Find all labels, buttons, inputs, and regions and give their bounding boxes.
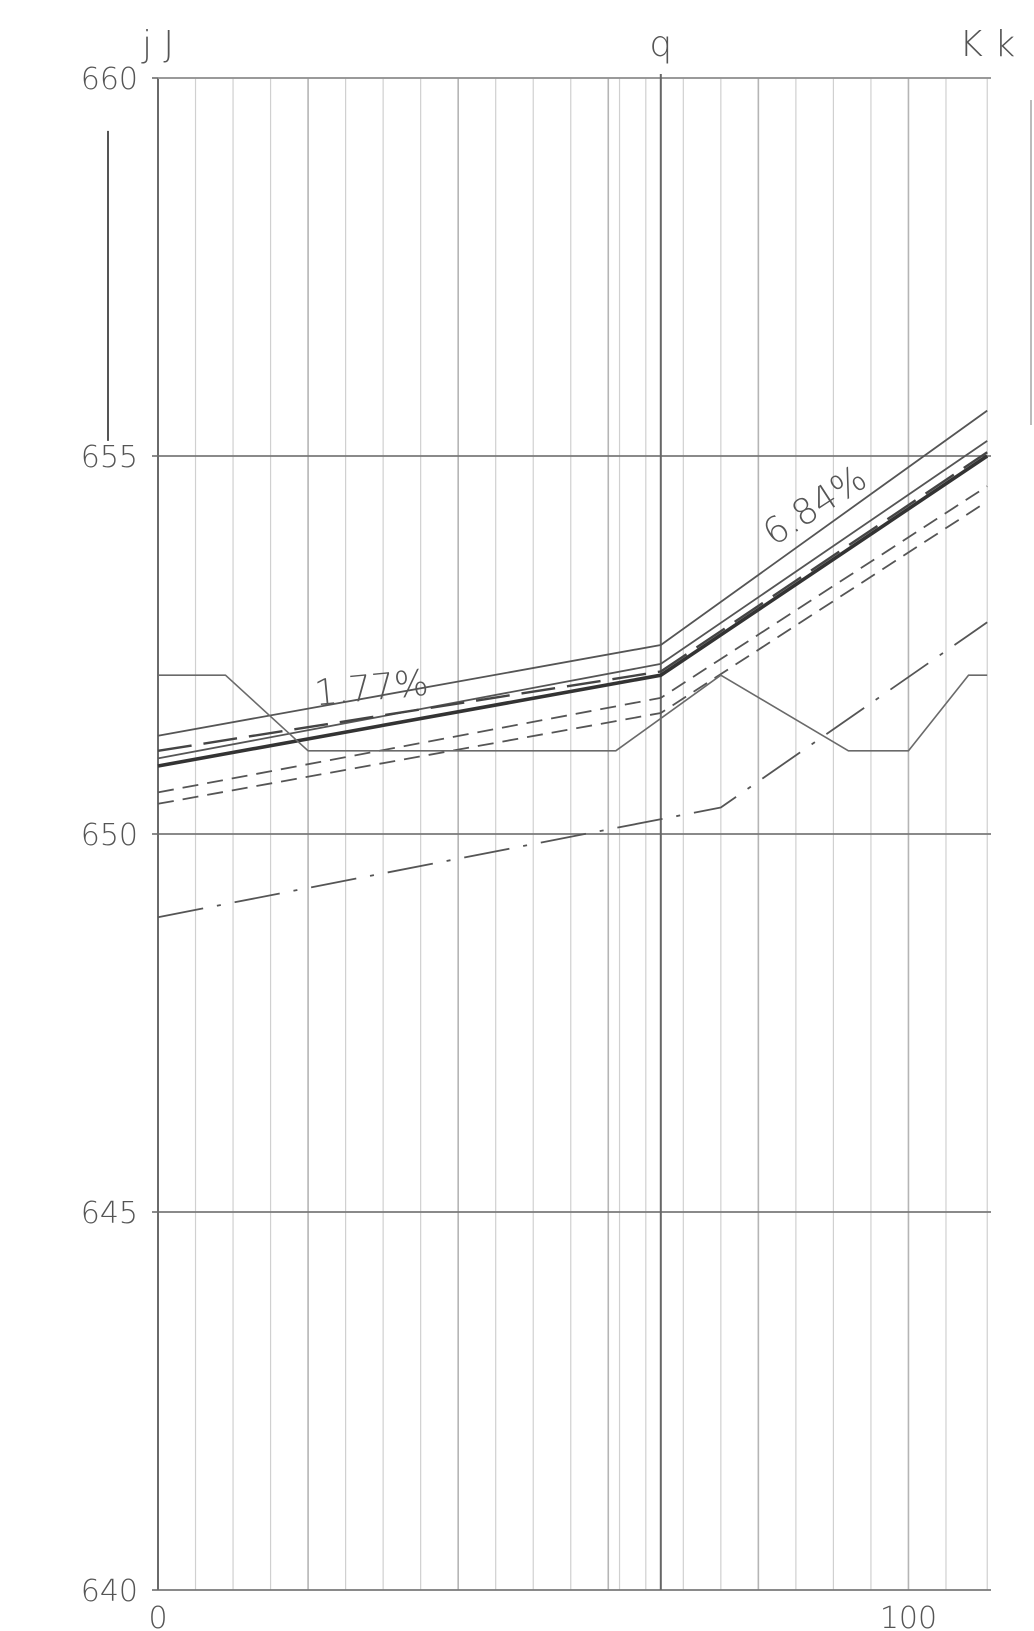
grade-annotation: 1.77% [313, 663, 431, 715]
profile-lines [157, 409, 989, 919]
top-marker-label: q [649, 24, 672, 65]
series-line [157, 451, 988, 752]
y-tick-label: 650 [81, 818, 138, 853]
y-tick-label: 655 [81, 440, 138, 475]
plot-frame [107, 74, 991, 1590]
y-tick-label: 660 [81, 62, 138, 97]
series-line [157, 485, 988, 794]
series-line [158, 674, 988, 752]
series-line [157, 409, 988, 737]
series-line [157, 500, 988, 805]
y-tick-label: 645 [81, 1196, 138, 1231]
top-marker-label: j J [141, 24, 174, 65]
y-tick-label: 640 [81, 1574, 138, 1609]
x-tick-label: 100 [880, 1601, 937, 1631]
series-line [157, 440, 988, 760]
top-marker-label: K k [959, 24, 1015, 65]
x-tick-label: 0 [148, 1601, 167, 1631]
tick-labels: 640 645 650 655 660 0 100 [81, 62, 937, 1631]
horizontal-gridlines [152, 77, 991, 1591]
series-line [157, 621, 988, 919]
series-line [157, 454, 989, 768]
